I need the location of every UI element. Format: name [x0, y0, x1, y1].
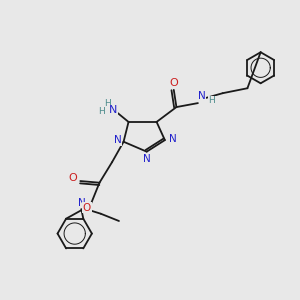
Text: O: O — [83, 203, 91, 213]
Text: H: H — [85, 205, 92, 214]
Text: H: H — [104, 99, 111, 108]
Text: O: O — [169, 78, 178, 88]
Text: N: N — [169, 134, 177, 144]
Text: H: H — [208, 96, 215, 105]
Text: O: O — [69, 173, 77, 183]
Text: H: H — [98, 106, 104, 116]
Text: N: N — [198, 91, 206, 101]
Text: N: N — [109, 105, 117, 116]
Text: N: N — [78, 197, 86, 208]
Text: N: N — [114, 135, 122, 145]
Text: N: N — [143, 154, 151, 164]
